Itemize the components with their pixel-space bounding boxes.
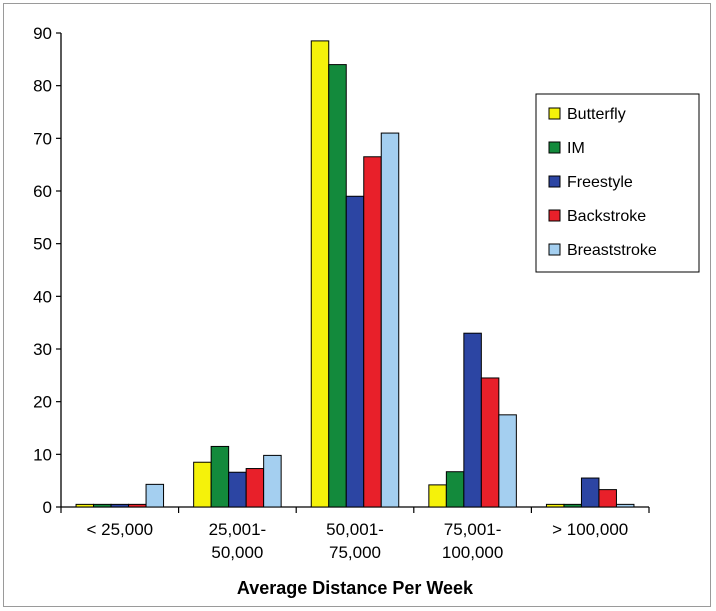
- bar-backstroke-2: [245, 468, 265, 508]
- bar-im-3: [328, 64, 347, 508]
- chart-frame: 0 10 20 30 40 50 60 70 80 90 < 25,000 25,001- 50,00…: [3, 3, 711, 607]
- x-tick-label: 100,000: [442, 543, 503, 562]
- y-tick-label: 60: [33, 182, 52, 201]
- x-tick-labels: < 25,000 25,001- 50,000 50,001- 75,000 75,001…: [86, 520, 628, 562]
- y-tick-label: 80: [33, 77, 52, 96]
- legend: Butterfly IM Freestyle Backstroke Breaststro…: [535, 93, 700, 273]
- bar-breaststroke-3: [380, 132, 400, 508]
- x-tick-label: 25,001-: [209, 520, 267, 539]
- legend-label-im: IM: [567, 140, 585, 157]
- x-tick-label: 50,001-: [326, 520, 384, 539]
- bar-im-1: [93, 503, 112, 508]
- bar-butterfly-2: [193, 461, 212, 508]
- bar-backstroke-3: [363, 156, 382, 508]
- legend-label-butterfly: Butterfly: [567, 106, 626, 123]
- bars: [75, 40, 635, 508]
- bar-im-2: [210, 445, 230, 508]
- bar-breaststroke-4: [498, 414, 517, 508]
- bar-backstroke-5: [598, 489, 617, 508]
- y-tick-label: 90: [33, 24, 52, 43]
- y-tick-label: 70: [33, 129, 52, 148]
- bar-butterfly-4: [428, 484, 447, 508]
- legend-swatch-butterfly: [548, 107, 561, 120]
- x-tick-label: 50,000: [211, 543, 263, 562]
- bar-breaststroke-1: [145, 483, 165, 508]
- y-tick-label: 50: [33, 235, 52, 254]
- y-tick-label: 0: [43, 498, 52, 517]
- legend-label-backstroke: Backstroke: [567, 208, 646, 225]
- bar-breaststroke-2: [263, 454, 282, 508]
- x-tick-label: 75,000: [329, 543, 381, 562]
- legend-swatch-backstroke: [548, 209, 561, 222]
- y-tick-label: 10: [33, 445, 52, 464]
- bar-butterfly-1: [75, 503, 95, 508]
- bar-freestyle-3: [345, 195, 365, 508]
- bar-breaststroke-5: [615, 503, 635, 508]
- y-tick-label: 40: [33, 287, 52, 306]
- bar-freestyle-2: [228, 471, 247, 508]
- bar-backstroke-4: [480, 377, 500, 508]
- y-tick-label: 30: [33, 340, 52, 359]
- x-tick-label: > 100,000: [552, 520, 628, 539]
- bar-freestyle-5: [580, 477, 600, 508]
- x-tick-label: 75,001-: [444, 520, 502, 539]
- legend-label-freestyle: Freestyle: [567, 174, 633, 191]
- bar-backstroke-1: [128, 503, 147, 508]
- legend-swatch-breaststroke: [548, 243, 561, 256]
- bar-im-4: [445, 471, 465, 508]
- legend-swatch-freestyle: [548, 175, 561, 188]
- legend-swatch-im: [548, 141, 561, 154]
- axes: 0 10 20 30 40 50 60 70 80 90: [33, 24, 650, 517]
- bar-butterfly-3: [310, 40, 330, 508]
- bar-im-5: [563, 503, 582, 508]
- bar-freestyle-1: [110, 503, 130, 508]
- bar-chart: 0 10 20 30 40 50 60 70 80 90 < 25,000 25,001- 50,00…: [33, 24, 700, 598]
- legend-box: [535, 93, 700, 273]
- x-tick-label: < 25,000: [86, 520, 153, 539]
- x-axis-label: Average Distance Per Week: [237, 578, 474, 598]
- legend-label-breaststroke: Breaststroke: [567, 242, 657, 259]
- y-tick-label: 20: [33, 393, 52, 412]
- bar-butterfly-5: [545, 503, 565, 508]
- bar-freestyle-4: [463, 332, 482, 508]
